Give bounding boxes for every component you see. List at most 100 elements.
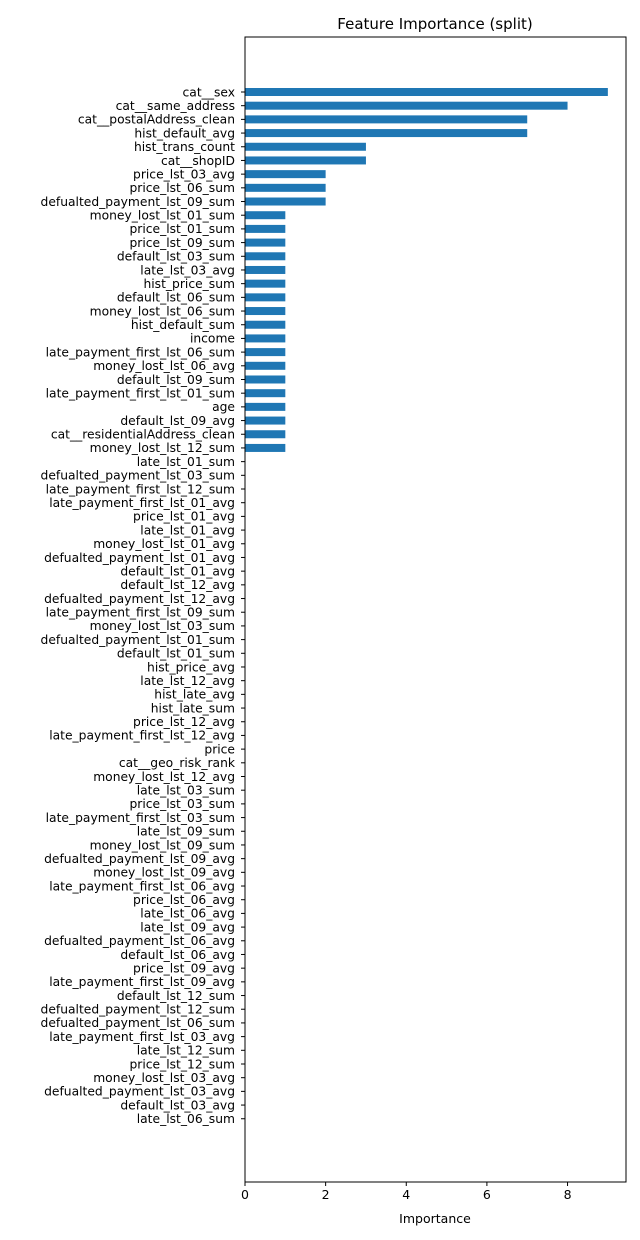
y-tick-label: price_lst_12_avg [133,715,235,729]
y-tick-label: hist_late_sum [151,701,235,715]
y-tick-label: late_lst_06_avg [140,907,235,921]
bar-money_lost_lst_06_sum [245,307,286,316]
bar-age [245,402,286,411]
y-tick-label: defualted_payment_lst_01_avg [44,551,235,565]
y-tick-label: price_lst_03_sum [129,797,235,811]
bar-cat__postalAddress_clean [245,115,528,124]
bar-hist_price_sum [245,279,286,288]
y-tick-label: default_lst_09_sum [117,373,235,387]
y-tick-label: late_lst_01_sum [137,455,235,469]
y-tick-label: defualted_payment_lst_12_avg [44,592,235,606]
y-tick-label: default_lst_12_avg [120,578,235,592]
x-tick-label: 0 [241,1187,249,1202]
y-tick-label: price [204,742,235,756]
y-tick-label: price_lst_06_avg [133,893,235,907]
y-axis-ticks: cat__sexcat__same_addresscat__postalAddr… [41,85,245,1126]
x-tick-label: 4 [402,1187,410,1202]
bar-cat__same_address [245,101,568,110]
bar-hist_trans_count [245,142,366,151]
y-tick-label: late_payment_first_lst_01_sum [46,386,235,400]
y-tick-label: price_lst_06_sum [129,181,235,195]
y-tick-label: money_lost_lst_12_sum [90,441,235,455]
bars-group [245,88,608,452]
chart-title: Feature Importance (split) [337,15,532,33]
bar-late_payment_first_lst_01_sum [245,389,286,398]
y-tick-label: money_lost_lst_12_avg [93,770,235,784]
y-tick-label: money_lost_lst_03_avg [93,1071,235,1085]
y-tick-label: late_payment_first_lst_03_avg [49,1030,235,1044]
y-tick-label: defualted_payment_lst_06_avg [44,934,235,948]
y-tick-label: default_lst_01_avg [120,564,235,578]
y-tick-label: late_lst_06_sum [137,1112,235,1126]
y-tick-label: default_lst_03_sum [117,250,235,264]
y-tick-label: price_lst_09_avg [133,961,235,975]
y-tick-label: late_lst_03_sum [137,783,235,797]
bar-hist_default_sum [245,320,286,329]
y-tick-label: late_lst_03_avg [140,263,235,277]
bar-price_lst_01_sum [245,224,286,233]
y-tick-label: price_lst_01_sum [129,222,235,236]
y-tick-label: late_payment_first_lst_06_avg [49,879,235,893]
bar-defualted_payment_lst_09_sum [245,197,326,206]
y-tick-label: defualted_payment_lst_03_avg [44,1085,235,1099]
y-tick-label: late_lst_01_avg [140,523,235,537]
bar-money_lost_lst_01_sum [245,211,286,220]
y-tick-label: income [190,332,235,346]
y-tick-label: default_lst_03_avg [120,1098,235,1112]
bar-money_lost_lst_06_avg [245,361,286,370]
y-tick-label: late_payment_first_lst_01_avg [49,496,235,510]
x-tick-label: 8 [564,1187,572,1202]
y-tick-label: late_lst_09_sum [137,825,235,839]
y-tick-label: default_lst_12_sum [117,989,235,1003]
bar-late_lst_03_avg [245,265,286,274]
y-tick-label: money_lost_lst_09_avg [93,866,235,880]
y-tick-label: late_payment_first_lst_03_sum [46,811,235,825]
y-tick-label: cat__residentialAddress_clean [51,428,235,442]
bar-cat__residentialAddress_clean [245,430,286,439]
bar-price_lst_03_avg [245,170,326,179]
y-tick-label: defualted_payment_lst_01_sum [41,633,235,647]
y-tick-label: age [212,400,235,414]
y-tick-label: money_lost_lst_06_sum [90,304,235,318]
y-tick-label: cat__postalAddress_clean [78,113,235,127]
y-tick-label: defualted_payment_lst_09_sum [41,195,235,209]
bar-price_lst_09_sum [245,238,286,247]
bar-default_lst_09_avg [245,416,286,425]
y-tick-label: cat__geo_risk_rank [119,756,236,770]
y-tick-label: default_lst_01_sum [117,647,235,661]
y-tick-label: late_payment_first_lst_06_sum [46,345,235,359]
y-tick-label: late_lst_12_avg [140,674,235,688]
y-tick-label: defualted_payment_lst_12_sum [41,1003,235,1017]
y-tick-label: hist_default_avg [134,126,235,140]
bar-default_lst_09_sum [245,375,286,384]
bar-cat__sex [245,88,608,96]
y-tick-label: default_lst_06_avg [120,948,235,962]
y-tick-label: hist_trans_count [134,140,235,154]
y-tick-label: late_lst_09_avg [140,920,235,934]
y-tick-label: late_payment_first_lst_09_avg [49,975,235,989]
y-tick-label: late_payment_first_lst_12_sum [46,482,235,496]
y-tick-label: late_payment_first_lst_12_avg [49,729,235,743]
y-tick-label: defualted_payment_lst_09_avg [44,852,235,866]
bar-default_lst_03_sum [245,252,286,261]
y-tick-label: default_lst_09_avg [120,414,235,428]
y-tick-label: hist_price_avg [147,660,235,674]
y-tick-label: money_lost_lst_01_sum [90,209,235,223]
y-tick-label: money_lost_lst_01_avg [93,537,235,551]
y-tick-label: price_lst_03_avg [133,167,235,181]
plot-area-frame [244,36,627,1183]
y-tick-label: defualted_payment_lst_06_sum [41,1016,235,1030]
y-tick-label: cat__same_address [116,99,235,113]
y-tick-label: money_lost_lst_06_avg [93,359,235,373]
x-axis-ticks: 0 2 4 6 8 [241,1182,572,1202]
y-tick-label: defualted_payment_lst_03_sum [41,469,235,483]
bar-hist_default_avg [245,129,528,138]
y-tick-label: late_lst_12_sum [137,1044,235,1058]
y-tick-label: hist_price_sum [143,277,235,291]
y-tick-label: late_payment_first_lst_09_sum [46,606,235,620]
y-tick-label: price_lst_09_sum [129,236,235,250]
y-tick-label: price_lst_12_sum [129,1057,235,1071]
y-tick-label: default_lst_06_sum [117,291,235,305]
y-tick-label: price_lst_01_avg [133,510,235,524]
x-axis-label: Importance [399,1211,471,1226]
